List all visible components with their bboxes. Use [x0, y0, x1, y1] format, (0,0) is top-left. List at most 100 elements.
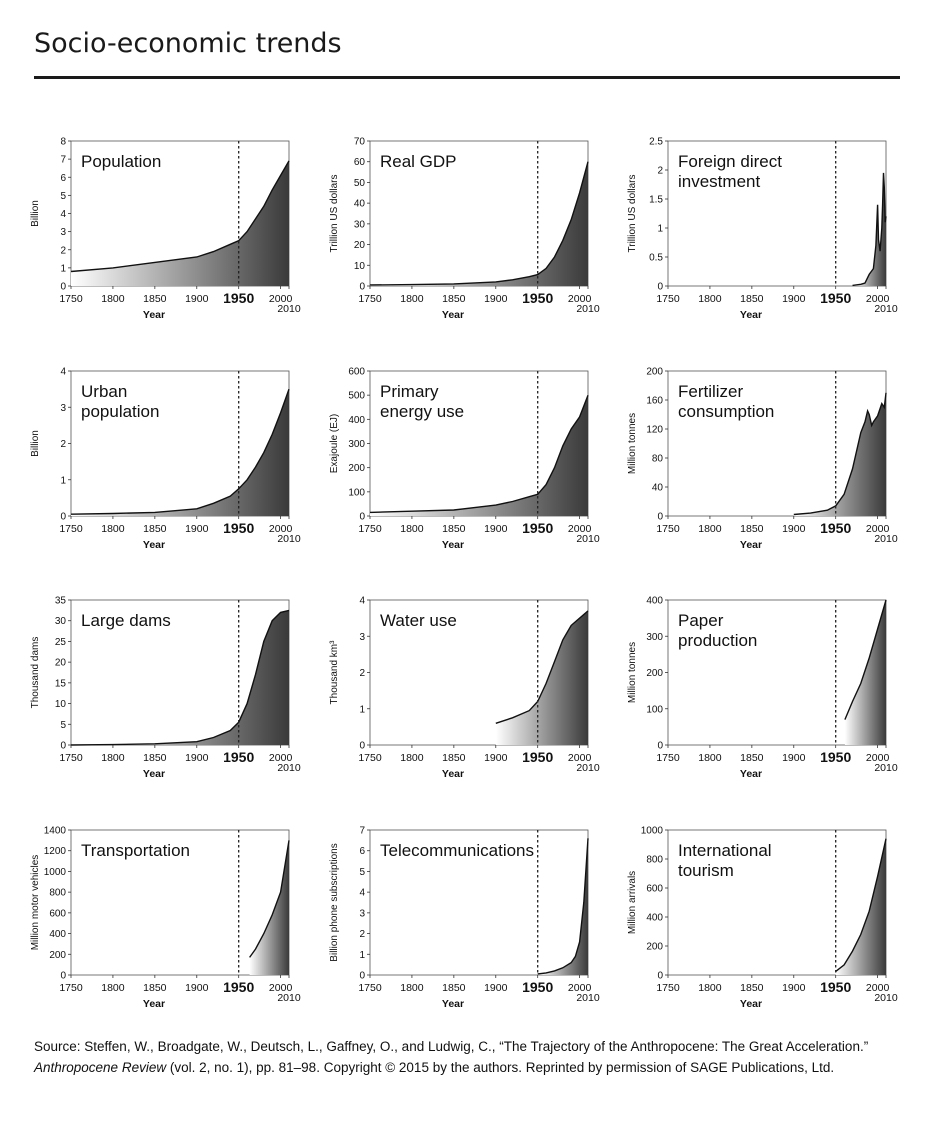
x-tick-label: 2000	[269, 982, 293, 994]
chart-title: International	[678, 841, 772, 860]
chart-title: investment	[678, 172, 760, 191]
x-axis-label: Year	[740, 309, 762, 321]
x-tick-label: 1800	[400, 523, 424, 535]
y-tick-label: 15	[55, 678, 67, 689]
x-tick-label: 1800	[400, 293, 424, 305]
area-fertilizer-consumption	[793, 392, 886, 516]
x-tick-label: 1750	[59, 293, 83, 305]
x-tick-label: 1950	[223, 290, 254, 306]
x-tick-label: 2010	[576, 533, 600, 545]
page-title: Socio-economic trends	[34, 28, 342, 59]
chart-primary-energy-use: 0 100 200 300 400 500 600 1750 1800 1850 1900 1950 2…	[329, 367, 600, 552]
x-tick-label: 2000	[568, 752, 592, 764]
y-tick-label: 2	[657, 166, 663, 177]
x-tick-label: 1850	[143, 293, 167, 305]
y-axis-label: Billion	[30, 430, 41, 457]
y-tick-label: 200	[646, 367, 663, 378]
chart-title: Population	[81, 152, 161, 171]
y-tick-label: 0	[359, 741, 365, 752]
y-tick-label: 1	[359, 704, 365, 715]
x-tick-label: 1750	[656, 982, 680, 994]
x-tick-label: 1950	[223, 979, 254, 995]
line-real-gdp	[369, 161, 589, 286]
chart-title: consumption	[678, 402, 774, 421]
x-tick-label: 1950	[820, 520, 851, 536]
y-tick-label: 0	[359, 971, 365, 982]
x-tick-label: 2010	[576, 303, 600, 315]
y-tick-label: 200	[348, 463, 365, 474]
y-tick-label: 1000	[44, 867, 67, 878]
x-tick-label: 2010	[277, 533, 301, 545]
x-tick-label: 2000	[269, 523, 293, 535]
y-tick-label: 40	[354, 199, 366, 210]
chart-title: Fertilizer	[678, 382, 744, 401]
y-tick-label: 8	[60, 137, 66, 148]
chart-foreign-direct-investment: 0 0.5 1 1.5 2 2.5 1750 1800 1850 1900 1950 20002010…	[627, 137, 898, 322]
line-fertilizer-consumption	[793, 392, 887, 516]
y-tick-label: 200	[646, 668, 663, 679]
area-real-gdp	[370, 161, 588, 286]
chart-title: Urban	[81, 382, 127, 401]
y-tick-label: 0	[359, 512, 365, 523]
x-tick-label: 1900	[185, 293, 209, 305]
chart-title: Paper	[678, 611, 724, 630]
x-tick-label: 1900	[484, 523, 508, 535]
chart-title: Water use	[380, 611, 457, 630]
y-tick-label: 200	[49, 950, 66, 961]
line-water-use	[495, 610, 589, 724]
x-tick-label: 1800	[698, 982, 722, 994]
area-population	[71, 160, 289, 286]
y-tick-label: 7	[359, 826, 365, 837]
x-tick-label: 1950	[522, 290, 553, 306]
chart-title: Large dams	[81, 611, 171, 630]
chart-title: Foreign direct	[678, 152, 782, 171]
y-tick-label: 500	[348, 391, 365, 402]
x-tick-label: 1850	[740, 752, 764, 764]
x-tick-label: 1900	[185, 752, 209, 764]
area-transportation	[249, 840, 289, 975]
x-tick-label: 1950	[223, 520, 254, 536]
line-primary-energy-use	[369, 394, 589, 514]
x-tick-label: 1850	[740, 293, 764, 305]
x-tick-label: 1750	[59, 752, 83, 764]
x-tick-label: 2010	[874, 303, 898, 315]
plot-frame	[667, 140, 887, 287]
y-tick-label: 400	[348, 415, 365, 426]
chart-title: Primary	[380, 382, 439, 401]
y-tick-label: 2.5	[649, 137, 663, 148]
area-telecommunications	[537, 838, 588, 975]
y-tick-label: 400	[646, 596, 663, 607]
y-tick-label: 80	[652, 454, 664, 465]
x-tick-label: 1850	[143, 752, 167, 764]
x-tick-label: 2010	[576, 992, 600, 1004]
x-tick-label: 1800	[101, 293, 125, 305]
y-tick-label: 300	[646, 632, 663, 643]
y-axis-label: Billion	[30, 200, 41, 227]
area-water-use	[495, 610, 588, 745]
x-tick-label: 1900	[185, 523, 209, 535]
x-tick-label: 2010	[874, 533, 898, 545]
y-axis-label: Thousand dams	[30, 637, 41, 709]
y-tick-label: 5	[359, 867, 365, 878]
y-tick-label: 0	[60, 741, 66, 752]
y-tick-label: 7	[60, 155, 66, 166]
y-tick-label: 1	[359, 950, 365, 961]
y-tick-label: 2	[359, 668, 365, 679]
y-axis-label: Million tonnes	[627, 642, 638, 703]
x-tick-label: 1750	[656, 293, 680, 305]
source-journal: Anthropocene Review	[34, 1060, 167, 1075]
x-tick-label: 1950	[820, 749, 851, 765]
line-foreign-direct-investment	[852, 172, 887, 287]
line-telecommunications	[537, 838, 589, 975]
y-tick-label: 0	[657, 512, 663, 523]
x-tick-label: 1950	[820, 290, 851, 306]
y-tick-label: 3	[60, 403, 66, 414]
x-tick-label: 2000	[269, 293, 293, 305]
y-tick-label: 10	[55, 699, 67, 710]
y-tick-label: 4	[60, 367, 66, 378]
y-tick-label: 35	[55, 596, 67, 607]
y-tick-label: 400	[49, 929, 66, 940]
area-large-dams	[71, 610, 289, 745]
